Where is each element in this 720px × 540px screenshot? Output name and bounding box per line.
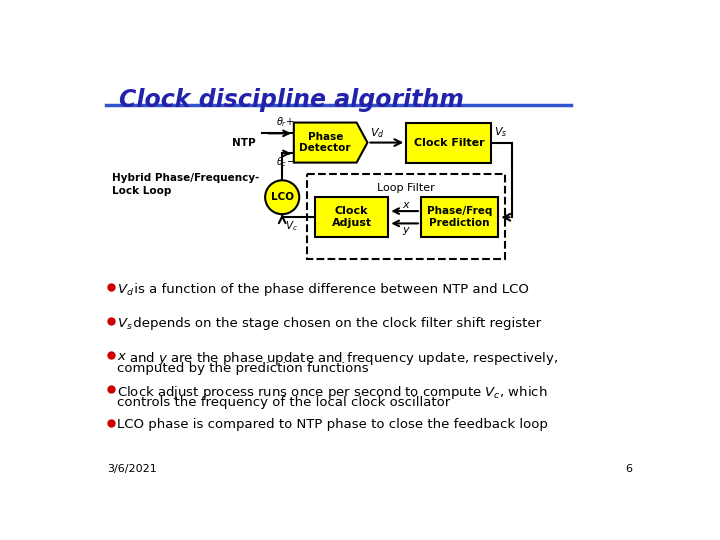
Text: $V_d$: $V_d$ [117,283,134,298]
Text: is a function of the phase difference between NTP and LCO: is a function of the phase difference be… [130,283,529,296]
Text: $\theta_c$−: $\theta_c$− [276,155,295,168]
Text: $x$: $x$ [402,200,410,210]
FancyBboxPatch shape [406,123,492,163]
Text: Hybrid Phase/Frequency-
Lock Loop: Hybrid Phase/Frequency- Lock Loop [112,173,259,196]
Text: $\theta_r$+: $\theta_r$+ [276,115,294,129]
Text: LCO: LCO [271,192,294,202]
Text: Clock adjust process runs once per second to compute $V_c$, which: Clock adjust process runs once per secon… [117,384,548,401]
Text: Phase/Freq
Prediction: Phase/Freq Prediction [427,206,492,228]
Text: 3/6/2021: 3/6/2021 [107,464,157,475]
Text: 6: 6 [626,464,632,475]
Text: Clock
Adjust: Clock Adjust [331,206,372,228]
Text: $V_c$: $V_c$ [284,219,297,233]
FancyBboxPatch shape [307,174,505,259]
FancyBboxPatch shape [421,197,498,237]
Text: $y$: $y$ [402,225,410,237]
Polygon shape [294,123,367,163]
Text: computed by the prediction functions: computed by the prediction functions [117,362,369,375]
Circle shape [265,180,300,214]
Text: LCO phase is compared to NTP phase to close the feedback loop: LCO phase is compared to NTP phase to cl… [117,418,548,431]
Text: and $y$ are the phase update and frequency update, respectively,: and $y$ are the phase update and frequen… [125,350,558,368]
Text: Phase
Detector: Phase Detector [300,132,351,153]
Text: $x$: $x$ [117,350,127,363]
Text: Clock discipline algorithm: Clock discipline algorithm [120,88,464,112]
Text: controls the frequency of the local clock oscillator: controls the frequency of the local cloc… [117,396,451,409]
Text: Clock Filter: Clock Filter [413,138,484,147]
Text: $V_s$: $V_s$ [494,126,508,139]
Text: NTP: NTP [233,138,256,147]
Text: depends on the stage chosen on the clock filter shift register: depends on the stage chosen on the clock… [130,316,541,329]
Text: $V_d$: $V_d$ [370,126,384,140]
Text: Loop Filter: Loop Filter [377,184,435,193]
Text: $V_s$: $V_s$ [117,316,132,332]
FancyBboxPatch shape [315,197,388,237]
